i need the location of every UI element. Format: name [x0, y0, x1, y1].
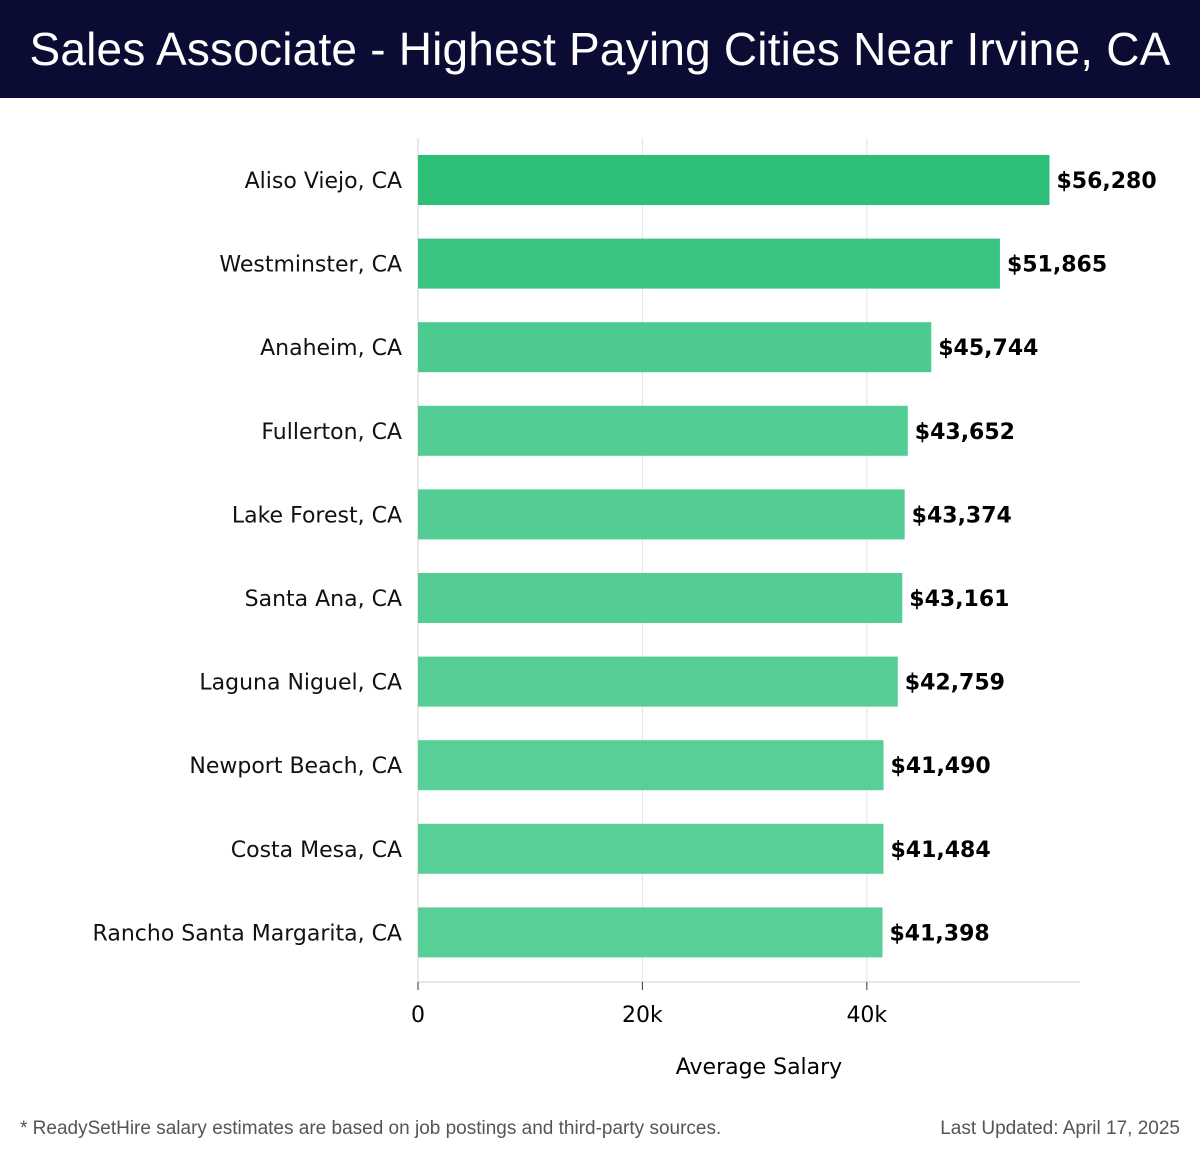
category-label: Costa Mesa, CA [231, 838, 402, 863]
chart-title: Sales Associate - Highest Paying Cities … [0, 0, 1200, 98]
category-label: Anaheim, CA [260, 336, 402, 361]
footer-note: * ReadySetHire salary estimates are base… [20, 1118, 722, 1139]
category-label: Laguna Niguel, CA [199, 671, 402, 696]
value-label: $41,490 [891, 754, 991, 779]
category-label: Rancho Santa Margarita, CA [93, 921, 402, 946]
bar [418, 823, 884, 874]
category-labels: Aliso Viejo, CA Westminster, CA Anaheim, C… [93, 169, 402, 946]
value-labels: $56,280 $51,865 $45,744 $43,652 $43,374 $43,1… [889, 169, 1156, 946]
bar [418, 489, 905, 540]
bar [418, 656, 898, 707]
category-label: Aliso Viejo, CA [245, 169, 402, 194]
x-tick-label: 20k [622, 1003, 663, 1028]
category-label: Newport Beach, CA [189, 754, 402, 779]
x-axis-ticks: 0 20k 40k [411, 982, 887, 1028]
value-label: $41,484 [890, 838, 990, 863]
bar [418, 238, 1000, 289]
bar [418, 322, 932, 373]
bar [418, 907, 883, 958]
category-label: Lake Forest, CA [232, 503, 402, 528]
bar-chart: Aliso Viejo, CA Westminster, CA Anaheim, C… [93, 138, 1157, 1080]
category-label: Santa Ana, CA [245, 587, 402, 612]
category-label: Westminster, CA [219, 253, 402, 278]
value-label: $45,744 [938, 336, 1038, 361]
last-updated: Last Updated: April 17, 2025 [940, 1118, 1180, 1139]
value-label: $42,759 [905, 671, 1005, 696]
value-label: $51,865 [1007, 253, 1107, 278]
value-label: $43,374 [912, 503, 1012, 528]
value-label: $43,652 [915, 420, 1015, 445]
x-tick-label: 40k [846, 1003, 887, 1028]
bar [418, 155, 1050, 205]
bar [418, 573, 903, 623]
category-label: Fullerton, CA [261, 420, 402, 445]
value-label: $41,398 [889, 921, 989, 946]
x-axis-title: Average Salary [676, 1055, 842, 1080]
value-label: $56,280 [1056, 169, 1156, 194]
bars [418, 155, 1050, 958]
value-label: $43,161 [909, 587, 1009, 612]
bar [418, 740, 884, 791]
bar [418, 405, 908, 456]
x-tick-label: 0 [411, 1003, 425, 1028]
